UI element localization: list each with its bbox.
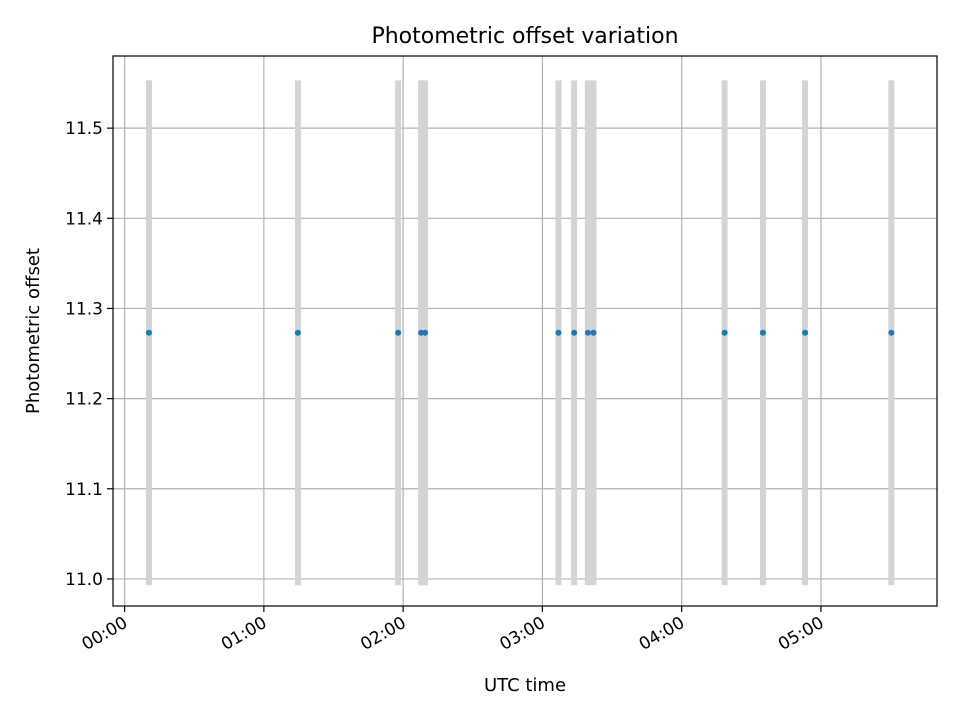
chart-title: Photometric offset variation xyxy=(371,24,678,49)
y-tick-label: 11.1 xyxy=(65,480,103,500)
data-points xyxy=(145,329,895,336)
data-point xyxy=(145,329,152,336)
data-point xyxy=(888,329,895,336)
data-point xyxy=(802,329,809,336)
data-point xyxy=(571,329,578,336)
data-point xyxy=(759,329,766,336)
data-point xyxy=(584,329,591,336)
x-axis-label: UTC time xyxy=(484,675,566,696)
data-point xyxy=(294,329,301,336)
data-point xyxy=(395,329,402,336)
grid xyxy=(113,56,937,606)
y-tick-label: 11.4 xyxy=(65,209,103,229)
data-point xyxy=(421,329,428,336)
y-axis-label: Photometric offset xyxy=(23,248,44,414)
y-tick-label: 11.2 xyxy=(65,390,103,410)
y-tick-label: 11.3 xyxy=(65,299,103,319)
data-point xyxy=(721,329,728,336)
plot-frame xyxy=(112,55,938,607)
y-tick-label: 11.0 xyxy=(65,570,103,590)
data-point xyxy=(555,329,562,336)
y-axis-ticks: 11.0 11.1 11.2 11.3 11.4 11.5 xyxy=(65,119,113,590)
y-tick-label: 11.5 xyxy=(65,119,103,139)
data-point xyxy=(590,329,597,336)
